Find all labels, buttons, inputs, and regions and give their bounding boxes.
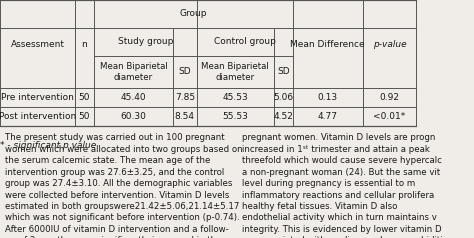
Text: * - significant p value: * - significant p value bbox=[0, 141, 96, 150]
Text: Control group: Control group bbox=[214, 37, 276, 46]
Text: 5.06: 5.06 bbox=[273, 93, 293, 102]
Text: 8.54: 8.54 bbox=[175, 112, 195, 121]
Text: Pre intervention: Pre intervention bbox=[1, 93, 74, 102]
Text: 45.53: 45.53 bbox=[222, 93, 248, 102]
Text: <0.01*: <0.01* bbox=[373, 112, 406, 121]
Text: 7.85: 7.85 bbox=[175, 93, 195, 102]
Text: Mean Biparietal
diameter: Mean Biparietal diameter bbox=[100, 62, 167, 82]
Text: The present study was carried out in 100 pregnant
women which were allocated int: The present study was carried out in 100… bbox=[5, 133, 242, 238]
Text: 4.52: 4.52 bbox=[273, 112, 293, 121]
Text: 60.30: 60.30 bbox=[120, 112, 146, 121]
Text: n: n bbox=[82, 40, 87, 49]
Text: 45.40: 45.40 bbox=[120, 93, 146, 102]
Text: p-value: p-value bbox=[373, 40, 406, 49]
Text: 50: 50 bbox=[79, 93, 90, 102]
Text: Group: Group bbox=[180, 9, 207, 18]
Text: 55.53: 55.53 bbox=[222, 112, 248, 121]
Text: Study group: Study group bbox=[118, 37, 173, 46]
Text: 0.92: 0.92 bbox=[379, 93, 400, 102]
Text: Assessment: Assessment bbox=[10, 40, 64, 49]
Text: Mean Difference: Mean Difference bbox=[291, 40, 365, 49]
Text: 0.13: 0.13 bbox=[318, 93, 338, 102]
Text: Mean Biparietal
diameter: Mean Biparietal diameter bbox=[201, 62, 269, 82]
Text: Post intervention: Post intervention bbox=[0, 112, 76, 121]
Text: pregnant women. Vitamin D levels are progn
increased in 1ˢᵗ trimester and attain: pregnant women. Vitamin D levels are pro… bbox=[242, 133, 442, 238]
Text: 4.77: 4.77 bbox=[318, 112, 338, 121]
Text: SD: SD bbox=[179, 67, 191, 76]
Text: SD: SD bbox=[277, 67, 290, 76]
Text: 50: 50 bbox=[79, 112, 90, 121]
